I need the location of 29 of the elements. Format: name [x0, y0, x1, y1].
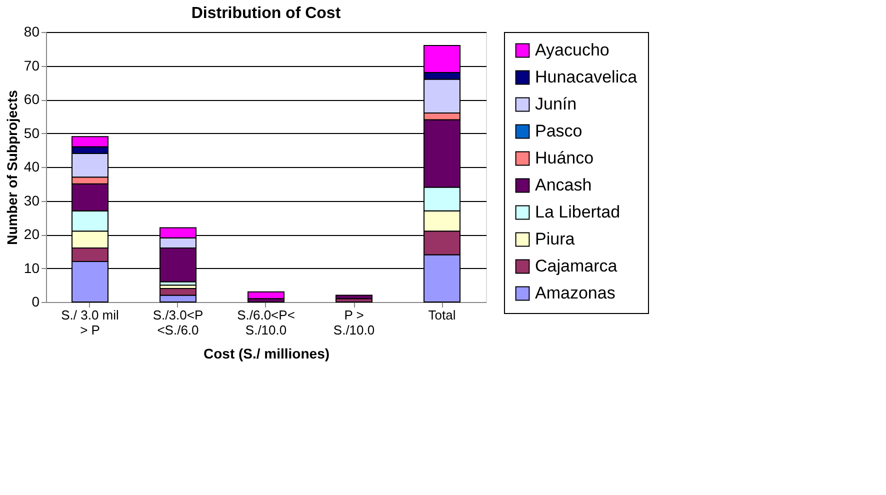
y-tick-label: 20 — [24, 226, 40, 242]
x-tick-label: S./ 3.0 mil > P — [61, 308, 120, 338]
legend-label: Ancash — [535, 176, 592, 194]
chart-title: Distribution of Cost — [191, 5, 342, 22]
y-tick-label: 70 — [24, 57, 40, 74]
legend-label: Pasco — [535, 122, 582, 140]
y-axis-title: Number of Subprojects — [4, 90, 20, 245]
y-tick-label: 40 — [24, 158, 40, 174]
x-tick-label: S./6.0<P< S./10.0 — [237, 308, 295, 338]
bar — [336, 294, 372, 300]
legend-label: Hunacavelica — [535, 68, 638, 86]
y-tick-label: 60 — [24, 91, 40, 107]
x-tick-label: P > S./10.0 — [333, 308, 375, 338]
y-tick-label: 30 — [24, 192, 40, 208]
y-tick-label: 10 — [24, 260, 40, 276]
y-tick-label: 0 — [32, 294, 40, 310]
x-axis-title: Cost (S./ milliones) — [203, 346, 330, 362]
legend-label: La Libertad — [535, 202, 620, 222]
legend-label: Cajamarca — [535, 256, 618, 276]
y-tick-label: 50 — [24, 124, 40, 141]
legend-label: Huánco — [535, 148, 594, 168]
bar — [248, 291, 284, 300]
legend-label: Piura — [535, 230, 576, 248]
x-tick-label: S./3.0<P <S./6.0 — [152, 308, 204, 338]
legend-label: Amazonas — [535, 284, 616, 302]
x-tick-label: Total — [428, 308, 456, 322]
legend-label: Junín — [535, 94, 577, 114]
y-tick-label: 80 — [24, 24, 40, 40]
legend-label: Ayacucho — [535, 40, 610, 60]
